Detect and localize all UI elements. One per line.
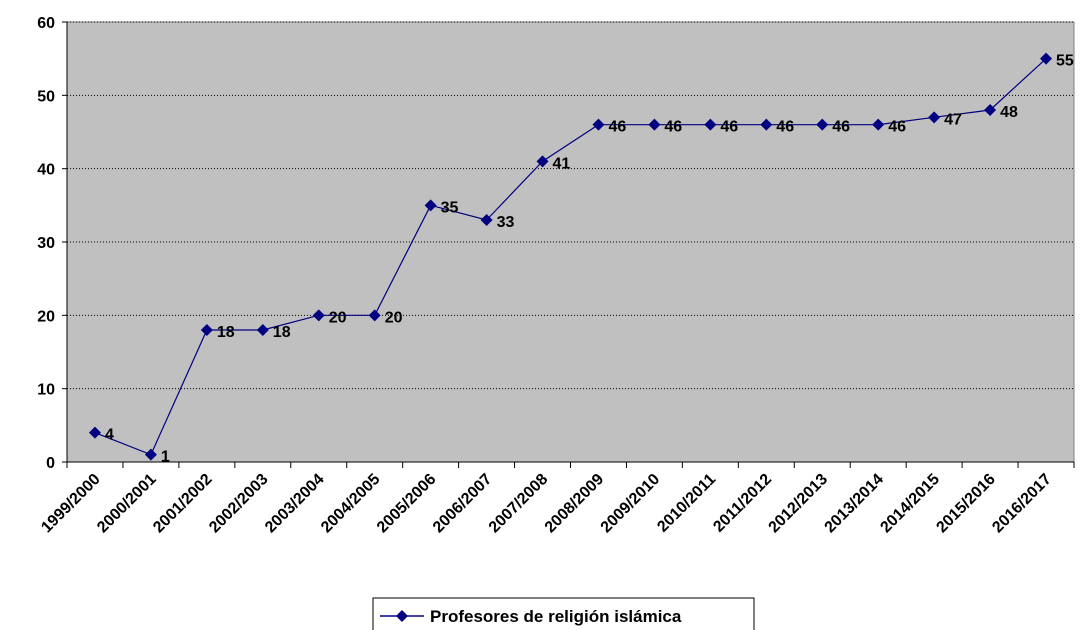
data-point-marker [816,118,829,131]
y-tick-label: 10 [37,382,55,399]
data-point-marker [424,199,437,212]
y-tick-label: 50 [37,88,55,105]
x-tick-label: 2003/2004 [262,471,328,537]
data-point-marker [312,309,325,322]
data-label: 55 [1056,53,1074,70]
data-point-marker [928,111,941,124]
data-point-marker [704,118,717,131]
legend-marker-icon [396,610,408,622]
y-tick-label: 30 [37,235,55,252]
x-tick-label: 2002/2003 [206,471,272,537]
data-label: 46 [776,119,794,136]
data-label: 46 [664,119,682,136]
x-tick-label: 2012/2013 [766,471,832,537]
x-tick-label: 2004/2005 [318,471,384,537]
data-label: 47 [944,111,962,128]
data-label: 20 [329,309,347,326]
data-point-marker [592,118,605,131]
y-tick-label: 20 [37,308,55,325]
series-line [94,58,1047,456]
data-point-marker [760,118,773,131]
x-tick-label: 2007/2008 [486,471,552,537]
data-point-marker [480,214,493,226]
data-point-marker [1040,52,1053,65]
x-tick-label: 2006/2007 [430,471,496,537]
data-point-marker [648,118,661,131]
data-point-marker [256,324,269,336]
data-label: 46 [888,119,906,136]
data-label: 46 [720,119,738,136]
x-tick-label: 2009/2010 [598,471,664,537]
data-label: 1 [161,449,170,466]
y-axis: 0 10 20 30 40 50 60 [37,15,68,472]
x-tick-label: 1999/2000 [38,471,104,537]
data-point-marker [200,324,213,336]
x-tick-label: 2001/2002 [150,471,216,537]
plot-area [66,21,1075,463]
x-axis: 1999/20002000/20012001/20022002/20032003… [38,461,1075,537]
data-label: 46 [608,119,626,136]
data-label: 46 [832,119,850,136]
legend: Profesores de religión islámica [372,597,755,630]
data-label: 41 [553,155,571,172]
y-tick-label: 60 [37,15,55,32]
x-tick-label: 2014/2015 [877,471,943,537]
x-tick-label: 2016/2017 [989,471,1055,537]
y-tick-label: 40 [37,162,55,179]
data-label: 33 [497,214,515,231]
x-tick-label: 2013/2014 [822,471,888,537]
x-tick-label: 2000/2001 [94,471,160,537]
data-point-marker [872,118,885,131]
data-label: 18 [217,324,235,341]
data-label: 20 [385,309,403,326]
data-label: 48 [1000,104,1018,121]
data-label: 35 [441,199,459,216]
x-tick-label: 2008/2009 [542,471,608,537]
data-label: 4 [105,427,114,444]
x-tick-label: 2011/2012 [710,471,775,536]
legend-box [372,597,755,630]
data-label: 18 [273,324,291,341]
data-point-marker [368,309,381,322]
x-tick-label: 2005/2006 [374,471,440,537]
data-point-marker [536,155,549,168]
x-tick-label: 2015/2016 [933,471,999,537]
data-point-marker [984,104,997,116]
x-tick-label: 2010/2011 [654,471,719,536]
legend-label: Profesores de religión islámica [430,607,682,626]
data-point-marker [144,448,157,461]
data-point-marker [88,426,101,439]
y-tick-label: 0 [46,455,55,472]
series-group [88,52,1053,461]
